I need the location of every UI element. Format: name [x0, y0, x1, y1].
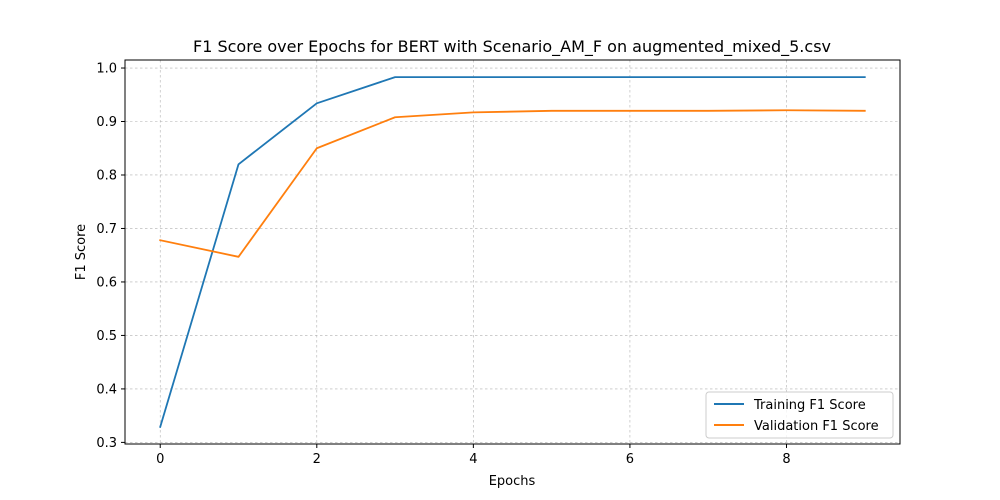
y-tick-label: 0.5 [96, 329, 117, 344]
legend-box [705, 391, 894, 439]
y-tick-label: 0.9 [96, 115, 117, 130]
legend-label-training: Training F1 Score [753, 398, 866, 413]
series-layer [159, 76, 866, 429]
x-axis-ticks: 0 2 4 6 8 [156, 444, 791, 467]
x-tick-label: 6 [626, 452, 634, 467]
y-axis-label: F1 Score [74, 224, 89, 280]
plot-area [125, 60, 900, 444]
y-tick-label: 0.7 [96, 222, 117, 237]
x-tick-label: 4 [469, 452, 477, 467]
y-tick-label: 1.0 [96, 62, 117, 77]
validation-f1-line [159, 109, 866, 258]
x-tick-label: 8 [782, 452, 790, 467]
x-tick-label: 0 [156, 452, 164, 467]
legend-label-validation: Validation F1 Score [754, 419, 879, 434]
y-tick-label: 0.3 [96, 436, 117, 451]
y-tick-label: 0.4 [96, 382, 117, 397]
legend: Training F1 Score Validation F1 Score [705, 391, 894, 439]
chart-title: F1 Score over Epochs for BERT with Scena… [193, 37, 831, 57]
plot-frame [124, 59, 901, 445]
training-f1-line [159, 76, 866, 429]
x-axis-label: Epochs [489, 474, 536, 489]
x-tick-label: 2 [313, 452, 321, 467]
y-axis-ticks: 0.3 0.4 0.5 0.6 0.7 0.8 0.9 1.0 [96, 62, 125, 451]
y-tick-label: 0.8 [96, 168, 117, 183]
grid-lines [125, 60, 900, 444]
y-tick-label: 0.6 [96, 275, 117, 290]
